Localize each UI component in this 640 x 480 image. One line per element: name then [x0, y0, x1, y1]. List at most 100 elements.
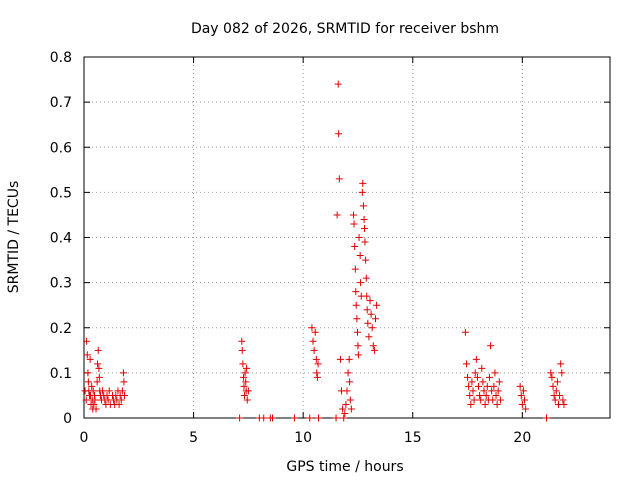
- data-point: [491, 369, 499, 377]
- data-point: [332, 414, 340, 422]
- data-point: [495, 378, 503, 386]
- y-tick-label: 0.3: [50, 276, 72, 292]
- data-point: [363, 306, 371, 314]
- data-point: [334, 80, 342, 88]
- data-point: [306, 414, 314, 422]
- data-point: [95, 373, 103, 381]
- data-point: [86, 355, 94, 363]
- data-point: [471, 369, 479, 377]
- data-point: [92, 405, 100, 413]
- data-point: [82, 396, 90, 404]
- data-point: [479, 378, 487, 386]
- data-point: [94, 346, 102, 354]
- data-point: [344, 369, 352, 377]
- data-point: [557, 360, 565, 368]
- data-point: [476, 391, 484, 399]
- x-tick-label: 15: [404, 430, 422, 446]
- data-point: [361, 238, 369, 246]
- data-point: [473, 373, 481, 381]
- data-point: [91, 396, 99, 404]
- data-point: [482, 391, 490, 399]
- data-point: [371, 315, 379, 323]
- data-point: [361, 224, 369, 232]
- data-point: [335, 130, 343, 138]
- data-point: [362, 256, 370, 264]
- grid-lines: [84, 57, 610, 418]
- data-point: [356, 252, 364, 260]
- data-point: [342, 400, 350, 408]
- x-tick-label: 10: [294, 430, 312, 446]
- x-tick-label: 20: [513, 430, 531, 446]
- data-point: [354, 342, 362, 350]
- data-point: [238, 346, 246, 354]
- data-point: [340, 414, 348, 422]
- data-point: [94, 360, 102, 368]
- data-point: [83, 351, 91, 359]
- data-point: [478, 364, 486, 372]
- data-point: [548, 373, 556, 381]
- data-point: [517, 391, 525, 399]
- data-point: [350, 211, 358, 219]
- data-point: [260, 414, 268, 422]
- data-point: [121, 391, 129, 399]
- data-point: [542, 414, 550, 422]
- data-point: [353, 315, 361, 323]
- data-point: [115, 400, 123, 408]
- data-point: [549, 382, 557, 390]
- data-point: [290, 414, 298, 422]
- data-point: [469, 387, 477, 395]
- y-tick-label: 0.8: [50, 50, 72, 66]
- data-point: [496, 396, 504, 404]
- data-point: [350, 220, 358, 228]
- data-point: [461, 328, 469, 336]
- data-point: [553, 378, 561, 386]
- y-tick-label: 0: [63, 411, 72, 427]
- x-tick-label: 5: [189, 430, 198, 446]
- data-point: [559, 396, 567, 404]
- data-point: [117, 396, 125, 404]
- data-point: [336, 355, 344, 363]
- data-point: [354, 328, 362, 336]
- data-point: [519, 387, 527, 395]
- data-point: [93, 378, 101, 386]
- y-tick-label: 0.1: [50, 366, 72, 382]
- data-point: [472, 355, 480, 363]
- data-point: [522, 405, 530, 413]
- data-point: [238, 337, 246, 345]
- data-point: [352, 301, 360, 309]
- data-point: [333, 211, 341, 219]
- data-point: [357, 279, 365, 287]
- data-point: [351, 243, 359, 251]
- data-point: [464, 373, 472, 381]
- data-point: [351, 265, 359, 273]
- chart-title: Day 082 of 2026, SRMTID for receiver bsh…: [191, 21, 499, 37]
- data-point: [362, 274, 370, 282]
- data-point: [90, 400, 98, 408]
- data-point: [516, 382, 524, 390]
- data-point: [465, 382, 473, 390]
- data-point: [311, 328, 319, 336]
- plot-frame: [83, 56, 611, 419]
- data-point: [483, 382, 491, 390]
- data-point: [244, 387, 252, 395]
- data-point: [369, 342, 377, 350]
- data-point: [120, 378, 128, 386]
- data-point: [89, 387, 97, 395]
- data-point: [236, 414, 244, 422]
- data-point: [373, 301, 381, 309]
- data-point: [241, 369, 249, 377]
- data-point: [268, 414, 276, 422]
- data-point: [84, 378, 92, 386]
- y-axis-label: SRMTID / TECUs: [6, 181, 22, 294]
- y-tick-label: 0.2: [50, 321, 72, 337]
- data-point: [313, 373, 321, 381]
- data-point: [368, 324, 376, 332]
- y-tick-label: 0.5: [50, 185, 72, 201]
- data-point: [480, 387, 488, 395]
- data-points: [81, 80, 568, 422]
- data-point: [315, 414, 323, 422]
- data-point: [364, 319, 372, 327]
- data-point: [489, 396, 497, 404]
- data-point: [359, 179, 367, 187]
